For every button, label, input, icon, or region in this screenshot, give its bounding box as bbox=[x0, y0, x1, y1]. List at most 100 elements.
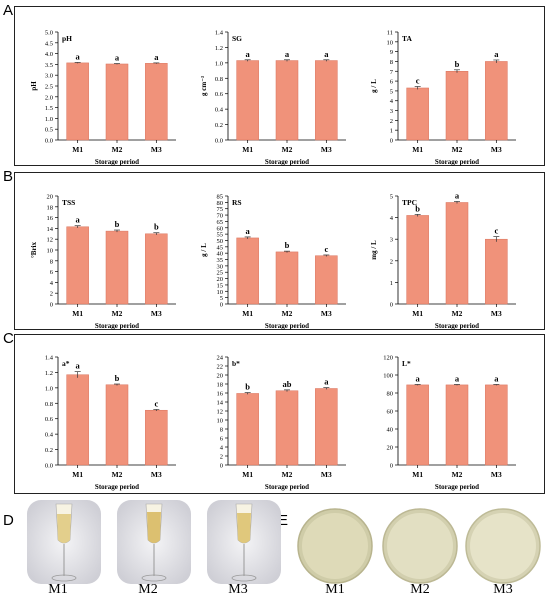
y-tick-label: 15 bbox=[217, 282, 224, 289]
x-tick-label: M1 bbox=[72, 470, 83, 479]
bar-m3 bbox=[485, 61, 508, 141]
y-tick-label: 18 bbox=[217, 382, 224, 389]
y-axis-label: g / L bbox=[200, 243, 208, 257]
y-tick-label: 4.5 bbox=[45, 40, 53, 47]
y-tick-label: 65 bbox=[217, 219, 224, 226]
y-tick-label: 25 bbox=[217, 270, 224, 277]
significance-letter: b bbox=[115, 373, 120, 383]
y-tick-label: 2.0 bbox=[45, 94, 53, 101]
x-tick-label: M3 bbox=[491, 309, 502, 318]
bar-m1 bbox=[406, 215, 429, 305]
x-axis-label: Storage period bbox=[435, 158, 479, 166]
bar-m1 bbox=[236, 393, 259, 466]
bar-m3 bbox=[485, 238, 508, 305]
significance-letter: c bbox=[416, 75, 420, 85]
bar-m2 bbox=[275, 390, 299, 466]
bar-m3 bbox=[145, 63, 168, 141]
y-tick-label: 0.0 bbox=[45, 463, 53, 470]
y-tick-label: 6 bbox=[390, 79, 394, 86]
y-tick-label: 0.0 bbox=[215, 138, 223, 145]
y-tick-label: 3.0 bbox=[45, 73, 53, 80]
x-tick-label: M1 bbox=[242, 145, 253, 154]
bar-m1 bbox=[406, 384, 429, 466]
chart-l-8: 0 20 40 60 80 100 120 L* a M1 a M2 a M3 Storage period bbox=[383, 355, 516, 491]
y-tick-label: 2.5 bbox=[45, 84, 53, 91]
y-tick-label: 14 bbox=[47, 226, 54, 233]
y-tick-label: 45 bbox=[217, 244, 224, 251]
y-tick-label: 85 bbox=[217, 194, 224, 201]
chart-canvas: 0.0 0.5 1.0 1.5 2.0 2.5 3.0 3.5 4.0 4.5 5.0 pH pH a M1… bbox=[30, 30, 516, 491]
y-tick-label: 5.0 bbox=[45, 30, 53, 37]
y-tick-label: 1 bbox=[390, 280, 393, 287]
y-axis-label: g / L bbox=[370, 79, 378, 93]
significance-letter: a bbox=[416, 373, 421, 383]
x-tick-label: M2 bbox=[282, 470, 293, 479]
dish-photo-m3 bbox=[465, 508, 541, 584]
chart-ta-2: 0 1 2 3 4 5 6 7 8 9 10 11 TA g / L c M1 b M2 a M3 Storage pe… bbox=[370, 30, 516, 166]
bar-m2 bbox=[105, 384, 129, 466]
panel-letter-b: B bbox=[3, 168, 14, 185]
significance-letter: a bbox=[494, 373, 499, 383]
significance-letter: c bbox=[154, 398, 158, 408]
x-tick-label: M2 bbox=[112, 470, 123, 479]
x-tick-label: M2 bbox=[452, 470, 463, 479]
y-tick-label: 10 bbox=[217, 418, 224, 425]
y-tick-label: 3.5 bbox=[45, 62, 53, 69]
photo-e-label-3: M3 bbox=[493, 582, 513, 597]
x-axis-label: Storage period bbox=[435, 322, 479, 330]
panel-letter-d: D bbox=[3, 512, 14, 529]
photo-d-label-2: M2 bbox=[138, 582, 158, 597]
significance-letter: a bbox=[76, 361, 81, 371]
y-tick-label: 6 bbox=[50, 269, 54, 276]
y-tick-label: 1.0 bbox=[45, 385, 53, 392]
y-tick-label: 1.4 bbox=[45, 355, 54, 362]
y-tick-label: 0 bbox=[50, 302, 53, 309]
x-tick-label: M3 bbox=[321, 145, 332, 154]
panel-frame-b bbox=[14, 172, 545, 330]
chart-tpc-5: 0 1 2 3 4 5 TPC mg / L b M1 a M2 c M3 Storage period bbox=[370, 190, 516, 330]
chart-sg-1: 0.0 0.2 0.4 0.6 0.8 1.0 1.2 1.4 SG g cm⁻³ a M1 a M2 a M… bbox=[200, 30, 346, 166]
y-tick-label: 7 bbox=[390, 69, 394, 76]
bar-m1 bbox=[236, 237, 259, 305]
significance-letter: a bbox=[455, 190, 460, 200]
x-tick-label: M3 bbox=[321, 470, 332, 479]
y-tick-label: 22 bbox=[217, 364, 224, 371]
y-tick-label: 0 bbox=[220, 463, 223, 470]
y-tick-label: 2 bbox=[220, 454, 223, 461]
x-tick-label: M1 bbox=[242, 470, 253, 479]
significance-letter: c bbox=[324, 244, 328, 254]
significance-letter: b bbox=[285, 240, 290, 250]
bar-m3 bbox=[145, 233, 168, 305]
significance-letter: b bbox=[115, 219, 120, 229]
x-tick-label: M3 bbox=[151, 309, 162, 318]
panel-letter-e: E bbox=[278, 512, 289, 529]
bar-m1 bbox=[66, 226, 89, 305]
y-tick-label: 1 bbox=[390, 128, 393, 135]
y-tick-label: 12 bbox=[217, 409, 224, 416]
significance-letter: a bbox=[494, 49, 499, 59]
y-tick-label: 70 bbox=[217, 213, 224, 220]
photo-e-label-1: M1 bbox=[325, 582, 345, 597]
y-tick-label: 5 bbox=[220, 295, 223, 302]
y-tick-label: 0.6 bbox=[45, 416, 54, 423]
y-tick-label: 8 bbox=[390, 59, 393, 66]
bar-m3 bbox=[145, 409, 168, 466]
bar-m1 bbox=[66, 62, 89, 141]
y-tick-label: 3 bbox=[390, 108, 393, 115]
significance-letter: a bbox=[154, 52, 159, 62]
x-axis-label: Storage period bbox=[265, 322, 309, 330]
x-axis-label: Storage period bbox=[265, 158, 309, 166]
dish-photo-m2 bbox=[382, 508, 458, 584]
y-tick-label: 10 bbox=[217, 289, 224, 296]
significance-letter: a bbox=[324, 377, 329, 387]
y-axis-label: pH bbox=[30, 81, 38, 91]
chart-title: a* bbox=[62, 359, 70, 368]
y-tick-label: 18 bbox=[47, 204, 54, 211]
x-tick-label: M1 bbox=[412, 145, 423, 154]
significance-letter: b bbox=[455, 59, 460, 69]
significance-letter: b bbox=[154, 222, 159, 232]
y-tick-label: 40 bbox=[217, 251, 224, 258]
y-tick-label: 120 bbox=[383, 355, 393, 362]
x-tick-label: M3 bbox=[151, 145, 162, 154]
